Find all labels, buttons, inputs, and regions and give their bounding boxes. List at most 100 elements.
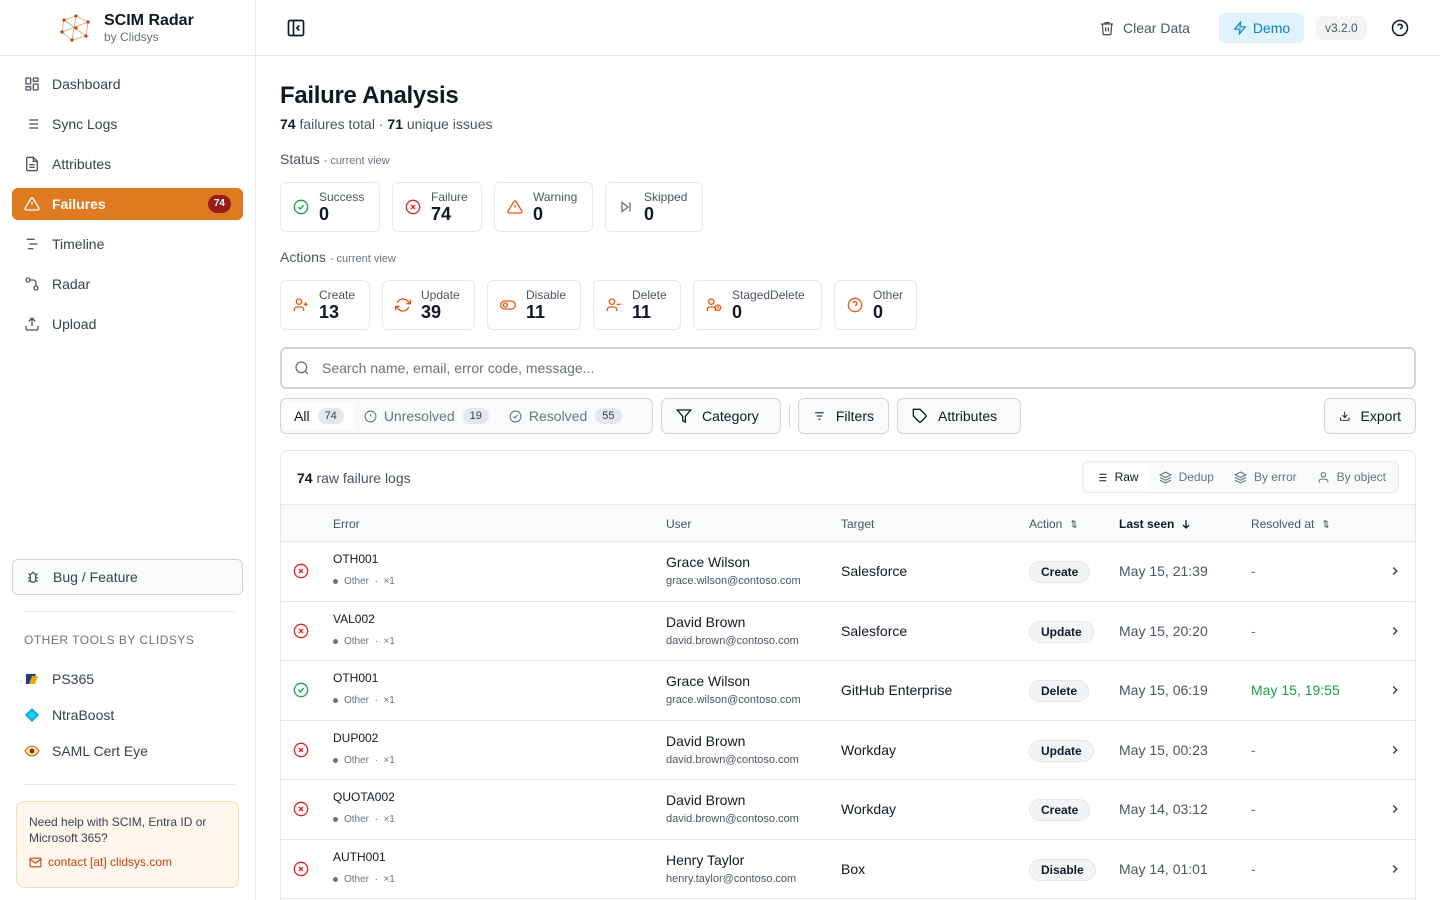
table-row[interactable]: VAL002 Other · ×1 David Brown david.brown@c… bbox=[281, 602, 1415, 661]
status-card-success[interactable]: Success 0 bbox=[280, 182, 380, 232]
table-row[interactable]: OTH001 Other · ×1 Grace Wilson grace.wilson… bbox=[281, 661, 1415, 721]
column-header-resolved-at[interactable]: Resolved at bbox=[1251, 517, 1332, 531]
view-by-error[interactable]: By error bbox=[1224, 464, 1307, 490]
failure-logs-table: 74 raw failure logs Raw Dedup By error B… bbox=[280, 450, 1416, 900]
user-cell: Grace Wilson grace.wilson@contoso.com bbox=[666, 673, 801, 707]
list-icon bbox=[1096, 473, 1106, 481]
view-dedup[interactable]: Dedup bbox=[1149, 464, 1224, 490]
category-dot bbox=[333, 876, 338, 882]
column-header-action[interactable]: Action bbox=[1029, 517, 1080, 531]
chevron-right-icon[interactable] bbox=[1388, 802, 1402, 816]
stat-value: 0 bbox=[732, 302, 743, 322]
nav-item-upload[interactable]: Upload bbox=[12, 308, 243, 340]
nav-item-radar[interactable]: Radar bbox=[12, 268, 243, 300]
sidebar-toggle-icon[interactable] bbox=[286, 18, 306, 38]
list-icon bbox=[26, 119, 38, 129]
stat-label: StagedDelete bbox=[732, 288, 805, 302]
actions-section-label: Actions - current view bbox=[280, 249, 396, 265]
action-card-staged-delete[interactable]: StagedDelete 0 bbox=[693, 280, 822, 330]
warning-triangle-icon bbox=[507, 200, 523, 214]
action-card-create[interactable]: Create 13 bbox=[280, 280, 370, 330]
resolved-at-cell: - bbox=[1251, 563, 1256, 579]
chevron-right-icon[interactable] bbox=[1388, 624, 1402, 638]
last-seen-cell: May 14, 03:12 bbox=[1119, 801, 1208, 817]
table-row[interactable]: OTH001 Other · ×1 Grace Wilson grace.wilson… bbox=[281, 542, 1415, 602]
status-card-failure[interactable]: Failure 74 bbox=[392, 182, 482, 232]
nav-item-timeline[interactable]: Timeline bbox=[12, 228, 243, 260]
action-card-delete[interactable]: Delete 11 bbox=[593, 280, 681, 330]
filters-button[interactable]: Filters bbox=[798, 398, 889, 434]
meta-separator: · bbox=[369, 695, 384, 706]
error-meta: Other · ×1 bbox=[333, 695, 395, 706]
chevron-right-icon[interactable] bbox=[1388, 683, 1402, 697]
brand-subtitle: by Clidsys bbox=[104, 29, 159, 44]
filters-label: Filters bbox=[835, 408, 874, 424]
export-button[interactable]: Export bbox=[1324, 398, 1416, 434]
status-label: Status bbox=[280, 151, 320, 167]
meta-separator: · bbox=[369, 754, 384, 766]
nav-item-attributes[interactable]: Attributes bbox=[12, 148, 243, 180]
clear-data-button[interactable]: Clear Data bbox=[1099, 14, 1190, 42]
nav-item-failures[interactable]: Failures 74 bbox=[12, 188, 243, 220]
arrow-down-icon bbox=[1182, 520, 1190, 529]
brand[interactable]: SCIM Radar by Clidsys bbox=[0, 0, 255, 56]
category-button[interactable]: Category bbox=[661, 398, 781, 434]
error-meta: Other · ×1 bbox=[333, 576, 395, 587]
table-column-headers: Error User Target Action Last seen Resol… bbox=[281, 504, 1415, 542]
error-category: Other bbox=[344, 635, 370, 647]
nav-item-dashboard[interactable]: Dashboard bbox=[12, 68, 243, 100]
chevron-right-icon[interactable] bbox=[1388, 564, 1402, 578]
nav-label: Dashboard bbox=[52, 76, 121, 92]
target-cell: Box bbox=[841, 860, 866, 877]
tool-link-ntraboost[interactable]: NtraBoost bbox=[24, 707, 114, 723]
column-header-user: User bbox=[666, 517, 691, 531]
tool-link-ps365[interactable]: PS365 bbox=[24, 671, 94, 687]
contact-link[interactable]: contact [at] clidsys.com bbox=[29, 854, 226, 870]
occurrence-count: ×1 bbox=[383, 754, 395, 766]
user-email: david.brown@contoso.com bbox=[666, 634, 799, 647]
nav-label: Timeline bbox=[52, 236, 105, 252]
radar-logo-icon bbox=[60, 14, 90, 42]
table-row[interactable]: DUP002 Other · ×1 David Brown david.brown@c… bbox=[281, 721, 1415, 780]
status-card-skipped[interactable]: Skipped 0 bbox=[605, 182, 703, 232]
action-badge: Create bbox=[1029, 561, 1091, 583]
nav-label: Sync Logs bbox=[52, 116, 118, 132]
nav-item-sync-logs[interactable]: Sync Logs bbox=[12, 108, 243, 140]
stat-value: 11 bbox=[526, 302, 546, 322]
ntraboost-icon bbox=[25, 708, 39, 722]
last-seen-cell: May 15, 21:39 bbox=[1119, 563, 1208, 579]
bug-feature-button[interactable]: Bug / Feature bbox=[12, 559, 243, 595]
action-badge: Disable bbox=[1029, 858, 1096, 881]
tab-all[interactable]: All 74 bbox=[284, 402, 354, 430]
chevron-right-icon[interactable] bbox=[1388, 743, 1402, 757]
view-by-object[interactable]: By object bbox=[1307, 464, 1396, 490]
tool-link-saml-cert-eye[interactable]: SAML Cert Eye bbox=[24, 743, 148, 759]
occurrence-count: ×1 bbox=[383, 695, 395, 706]
user-email: david.brown@contoso.com bbox=[666, 813, 799, 825]
resolution-filter-tabs: All 74 Unresolved 19 Resolved 55 bbox=[280, 398, 653, 434]
view-raw[interactable]: Raw bbox=[1084, 464, 1149, 490]
help-circle-icon[interactable] bbox=[1391, 19, 1409, 37]
user-email: grace.wilson@contoso.com bbox=[666, 694, 801, 706]
table-row[interactable]: QUOTA002 Other · ×1 David Brown david.brown… bbox=[281, 780, 1415, 840]
tab-unresolved[interactable]: Unresolved 19 bbox=[354, 402, 499, 430]
attributes-button[interactable]: Attributes bbox=[897, 398, 1021, 434]
action-card-other[interactable]: Other 0 bbox=[834, 280, 917, 330]
table-row[interactable]: AUTH001 Other · ×1 Henry Taylor henry.taylo… bbox=[281, 840, 1415, 899]
status-card-warning[interactable]: Warning 0 bbox=[494, 182, 593, 232]
user-clock-icon bbox=[706, 298, 722, 311]
view-label: Dedup bbox=[1178, 470, 1214, 484]
demo-button[interactable]: Demo bbox=[1219, 13, 1304, 43]
bug-feature-label: Bug / Feature bbox=[53, 569, 138, 585]
chevron-right-icon[interactable] bbox=[1388, 862, 1402, 876]
file-text-icon bbox=[26, 156, 38, 172]
tab-resolved[interactable]: Resolved 55 bbox=[499, 402, 632, 430]
user-email: grace.wilson@contoso.com bbox=[666, 575, 801, 587]
stat-value: 39 bbox=[421, 302, 442, 322]
search-input[interactable] bbox=[322, 360, 1322, 376]
action-card-disable[interactable]: Disable 11 bbox=[487, 280, 581, 330]
target-cell: GitHub Enterprise bbox=[841, 682, 953, 698]
action-card-update[interactable]: Update 39 bbox=[382, 280, 475, 330]
timeline-icon bbox=[26, 238, 38, 250]
column-header-last-seen[interactable]: Last seen bbox=[1119, 517, 1192, 531]
